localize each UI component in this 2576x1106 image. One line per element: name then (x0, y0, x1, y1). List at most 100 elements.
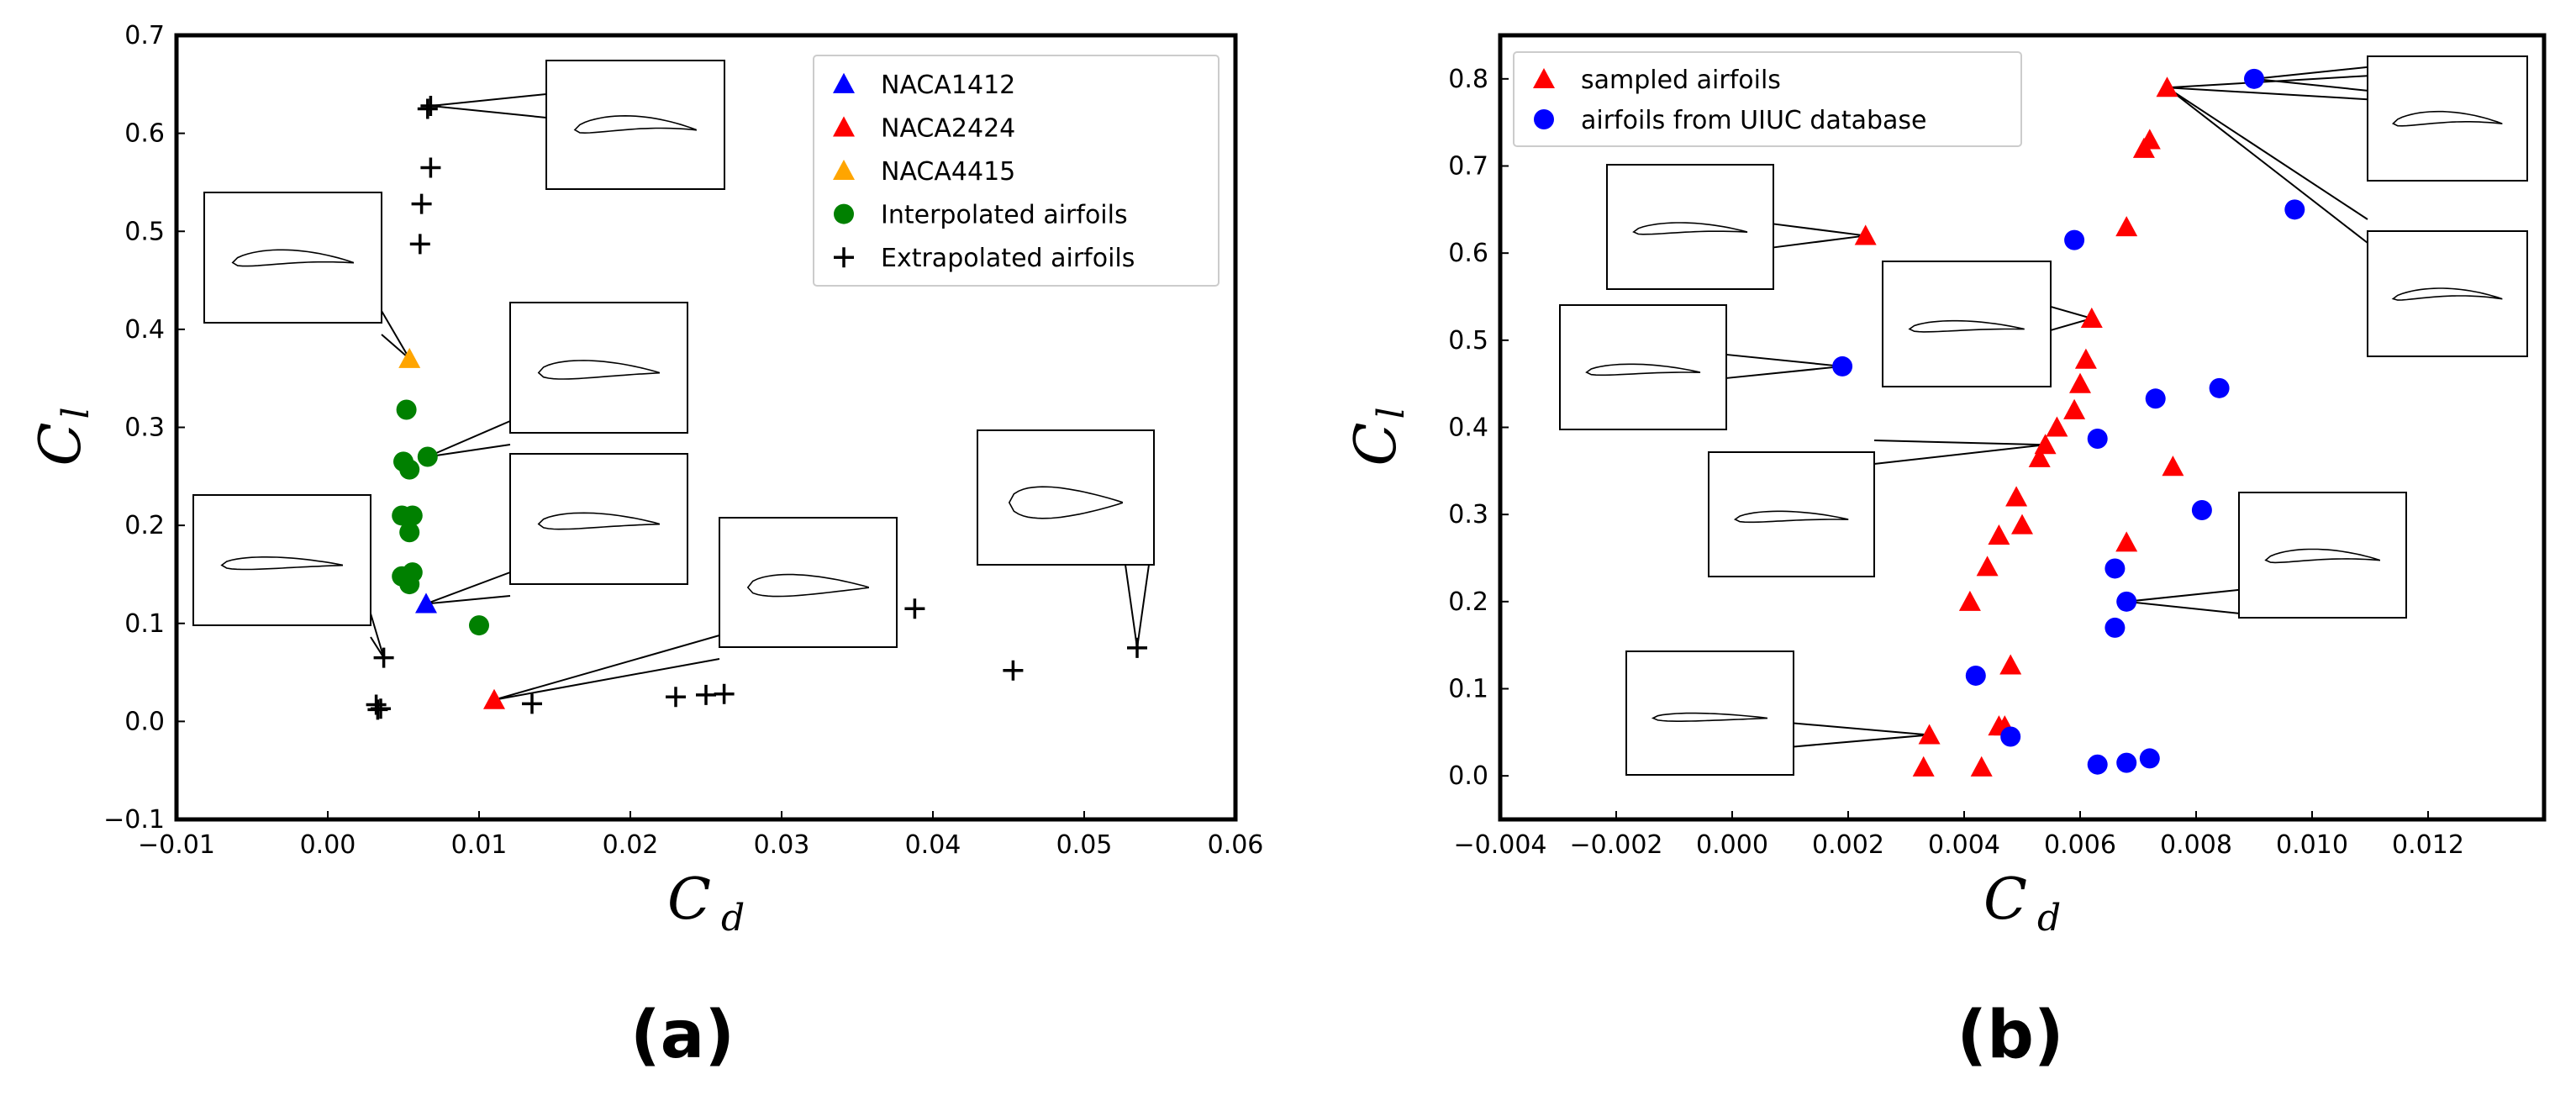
panel-b-xtick-label: 0.006 (2044, 830, 2116, 860)
panel-b-point-sampled-airfoils (1999, 654, 2022, 675)
panel-b-airfoil-shape (2391, 287, 2503, 301)
panel-a-airfoil-shape (573, 114, 697, 134)
panel-b-airfoil-callout-box (2238, 492, 2407, 619)
panel-b-point-sampled-airfoils (2005, 486, 2028, 507)
panel-b-point-sampled-airfoils (1970, 756, 1993, 777)
panel-a-xtick-label: 0.01 (451, 830, 508, 860)
panel-a-xtick-label: 0.05 (1056, 830, 1113, 860)
panel-b-point-airfoils-from-uiuc-database (1965, 665, 1986, 686)
panel-b-airfoil-shape (1585, 363, 1701, 377)
panel-b-airfoil-shape (1632, 222, 1748, 235)
panel-a-legend-marker-extrapolated-airfoils (834, 247, 854, 268)
panel-b-airfoil-shape (2264, 548, 2380, 564)
panel-b-airfoil-callout-box (1559, 304, 1727, 430)
panel-a-point-extrapolated-airfoils (1127, 637, 1147, 658)
panel-a-legend-label-interpolated-airfoils: Interpolated airfoils (881, 201, 1128, 230)
panel-b-point-sampled-airfoils (2080, 307, 2103, 328)
panel-a-xtick-label: −0.01 (138, 830, 215, 860)
panel-b-xtick-label: 0.010 (2276, 830, 2348, 860)
panel-a-y-axis-subscript: l (55, 407, 97, 419)
panel-b-point-sampled-airfoils (1912, 756, 1935, 777)
panel-b-xtick-label: 0.000 (1696, 830, 1768, 860)
panel-b-point-airfoils-from-uiuc-database (2139, 748, 2160, 769)
panel-b-point-airfoils-from-uiuc-database (2116, 752, 2137, 773)
panel-a-point-naca1412 (415, 592, 437, 614)
panel-b-legend (1513, 51, 2022, 147)
panel-b-point-sampled-airfoils (1958, 590, 1981, 611)
panel-a-airfoil-shape (220, 556, 343, 571)
panel-a-point-naca2424 (483, 688, 505, 709)
panel-a-xtick-label: 0.04 (905, 830, 961, 860)
panel-b-ytick-label: 0.6 (1448, 239, 1488, 268)
panel-a-plot-frame (174, 33, 1238, 822)
panel-b-point-sampled-airfoils (2162, 456, 2184, 477)
panel-b-point-airfoils-from-uiuc-database (2284, 199, 2305, 220)
panel-b-point-airfoils-from-uiuc-database (2087, 754, 2108, 775)
panel-a-point-extrapolated-airfoils (411, 193, 432, 214)
panel-a-point-naca4415 (398, 347, 421, 368)
panel-b-y-axis-label: C (1343, 422, 1409, 466)
panel-a-point-interpolated-airfoils (396, 399, 417, 420)
panel-a-chart: −0.01 0.00 0.01 0.02 0.03 0.04 0.05 0.06 −0.1 0.0… (28, 21, 1263, 940)
panel-b-airfoil-callout-box (1882, 261, 2052, 387)
panel-b-airfoil-callout-box (2367, 230, 2528, 357)
panel-a-airfoil-callout-box (509, 302, 688, 434)
panel-a-ytick-label: 0.4 (124, 315, 165, 345)
panel-b-tag: (b) (1957, 998, 2063, 1073)
panel-b-chart: −0.004 −0.002 0.000 0.002 0.004 0.006 0.008 0.0… (1343, 33, 2547, 940)
panel-a-legend-marker-naca1412 (833, 72, 855, 93)
panel-b-xtick-label: −0.002 (1569, 830, 1662, 860)
panel-b-xtick-label: 0.004 (1928, 830, 2000, 860)
panel-a-y-axis-label: C (28, 422, 94, 466)
panel-a-legend-label-naca2424: NACA2424 (881, 113, 1015, 143)
panel-a-point-extrapolated-airfoils (373, 647, 394, 668)
panel-a-airfoil-callout-box (545, 60, 725, 190)
panel-a-airfoil-shape (537, 512, 660, 530)
panel-a-airfoil-callout-box (977, 429, 1155, 566)
panel-a-airfoil-shape (231, 249, 354, 267)
panel-b-legend-label-airfoils-from-uiuc-database: airfoils from UIUC database (1581, 106, 1927, 135)
panel-a-point-extrapolated-airfoils (420, 95, 441, 116)
panel-a-point-extrapolated-airfoils (666, 687, 686, 708)
panel-b-point-airfoils-from-uiuc-database (2209, 377, 2230, 398)
panel-a-airfoil-callout-box (192, 494, 371, 626)
panel-b-point-sampled-airfoils (1918, 724, 1941, 745)
panel-a-tag: (a) (630, 998, 735, 1073)
panel-b-airfoil-callout-box (1708, 451, 1875, 577)
panel-b-airfoil-callout-box (1606, 164, 1774, 290)
panel-a-point-interpolated-airfoils (417, 446, 438, 467)
panel-a-ytick-label: −0.1 (103, 805, 165, 835)
panel-a-airfoil-callout-box (203, 192, 382, 324)
panel-b-point-sampled-airfoils (2115, 216, 2138, 237)
panel-a-ytick-label: 0.7 (124, 21, 165, 50)
panel-b-airfoil-shape (1908, 319, 2025, 333)
panel-b-xtick-label: 0.008 (2160, 830, 2232, 860)
panel-a-ytick-label: 0.0 (124, 707, 165, 736)
panel-a-xtick-label: 0.00 (300, 830, 356, 860)
panel-a-point-extrapolated-airfoils (366, 694, 387, 715)
panel-a-xtick-label: 0.06 (1208, 830, 1264, 860)
panel-b-xtick-label: 0.002 (1812, 830, 1884, 860)
panel-b-point-airfoils-from-uiuc-database (2064, 229, 2085, 250)
panel-b-legend-marker-sampled-airfoils (1533, 68, 1555, 89)
panel-b-xtick-label: 0.012 (2392, 830, 2464, 860)
panel-b-ytick-label: 0.0 (1448, 761, 1488, 791)
panel-a-legend-marker-naca4415 (833, 160, 855, 181)
panel-b-point-airfoils-from-uiuc-database (2116, 591, 2137, 612)
panel-a-legend (813, 55, 1220, 287)
panel-a-xtick-label: 0.03 (754, 830, 810, 860)
panel-a-airfoil-shape (537, 360, 660, 380)
panel-a-legend-marker-naca2424 (833, 116, 855, 137)
panel-a-ytick-label: 0.2 (124, 511, 165, 540)
panel-a-point-interpolated-airfoils (399, 522, 420, 543)
panel-b-legend-label-sampled-airfoils: sampled airfoils (1581, 66, 1781, 95)
panel-b-point-sampled-airfoils (2028, 446, 2051, 467)
panel-b-point-airfoils-from-uiuc-database (2000, 726, 2021, 747)
panel-b-ytick-label: 0.2 (1448, 587, 1488, 617)
panel-a-airfoil-callout-box (509, 453, 688, 585)
panel-b-point-sampled-airfoils (1854, 224, 1877, 245)
panel-a-point-extrapolated-airfoils (417, 98, 438, 119)
panel-b-ytick-label: 0.8 (1448, 65, 1488, 94)
